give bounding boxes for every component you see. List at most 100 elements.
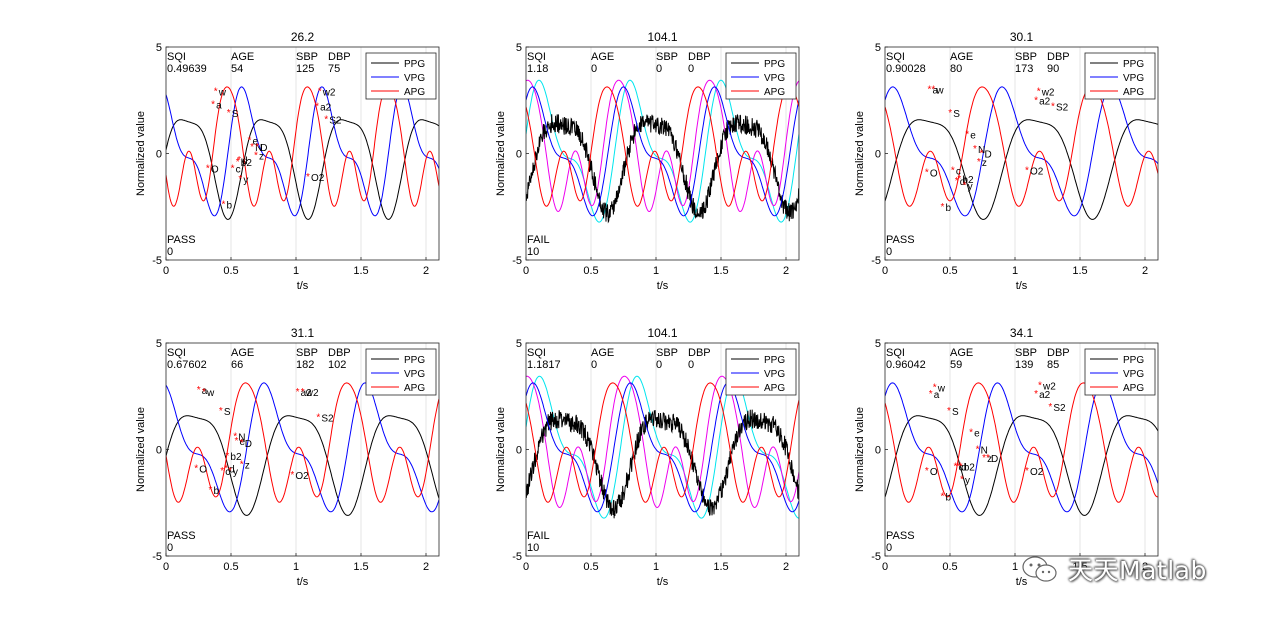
marker-N: * N	[250, 142, 262, 154]
x-tick-label: 0	[882, 265, 888, 277]
marker-label: a	[934, 390, 940, 401]
marker-label: b2	[962, 175, 974, 186]
chart-title: 104.1	[647, 30, 677, 44]
marker-O2: * O2	[1025, 466, 1044, 478]
info-header-sqi: SQI	[527, 347, 546, 359]
marker-label: b2	[964, 463, 976, 474]
marker-label: S2	[1053, 403, 1066, 414]
info-value-sqi: 1.1817	[527, 359, 561, 371]
marker-w2: * w2	[1038, 381, 1056, 393]
marker-w2: * w2	[301, 387, 319, 399]
info-value-age: 80	[950, 63, 962, 75]
marker-w: * w	[202, 387, 215, 399]
x-axis-label: t/s	[657, 576, 669, 588]
marker-star: *	[254, 151, 258, 162]
y-tick-label: 0	[516, 445, 522, 457]
marker-S: * S	[948, 108, 960, 120]
y-tick-label: -5	[512, 551, 522, 563]
marker-star: *	[194, 464, 198, 475]
marker-y: * y	[963, 180, 973, 192]
x-tick-label: 0.5	[223, 265, 238, 277]
chart-title: 30.1	[1010, 30, 1034, 44]
marker-label: c	[225, 467, 230, 478]
info-value-sbp: 0	[656, 63, 662, 75]
marker-a2: * a2	[315, 102, 332, 114]
marker-label: e	[253, 137, 259, 148]
marker-O: * O	[925, 466, 938, 478]
y-axis-label: Normalized value	[135, 407, 147, 492]
marker-label: w2	[322, 88, 336, 99]
marker-label: N	[981, 446, 988, 457]
marker-a2: * a2	[296, 387, 313, 399]
marker-O: * O	[206, 163, 219, 175]
marker-star: *	[197, 385, 201, 396]
status-code: 0	[167, 542, 173, 554]
marker-label: c	[959, 463, 964, 474]
info-value-sbp: 125	[296, 63, 314, 75]
legend: PPG VPG APG	[725, 52, 797, 100]
marker-label: e	[240, 437, 246, 448]
marker-star: *	[214, 87, 218, 98]
series-ppg	[526, 409, 799, 519]
info-header-sqi: SQI	[886, 51, 905, 63]
marker-O2: * O2	[306, 172, 325, 184]
marker-label: b	[946, 203, 952, 214]
x-tick-label: 1.5	[1072, 561, 1087, 573]
x-axis-label: t/s	[1016, 576, 1028, 588]
marker-y: * y	[238, 174, 248, 186]
y-axis-label: Normalized value	[135, 111, 147, 196]
marker-star: *	[219, 406, 223, 417]
marker-label: e	[974, 428, 980, 439]
info-value-sbp: 182	[296, 359, 314, 371]
marker-N: * N	[976, 445, 988, 457]
marker-star: *	[301, 387, 305, 398]
legend-label-vpg: VPG	[1123, 73, 1144, 84]
marker-label: w	[935, 86, 944, 97]
marker-label: D	[260, 143, 267, 154]
y-tick-label: 5	[516, 338, 522, 350]
marker-O2: * O2	[1025, 166, 1044, 178]
info-header-sbp: SBP	[1015, 347, 1037, 359]
series-vpg	[166, 382, 439, 513]
marker-d: * d	[237, 155, 248, 167]
marker-star: *	[965, 129, 969, 140]
marker-O: * O	[194, 464, 207, 476]
status-label: PASS	[167, 234, 196, 246]
marker-label: N	[255, 143, 262, 154]
x-tick-label: 1	[1012, 561, 1018, 573]
info-header-dbp: DBP	[688, 347, 711, 359]
legend: PPG VPG APG	[1084, 348, 1156, 396]
marker-label: O	[930, 169, 938, 180]
marker-star: *	[959, 462, 963, 473]
marker-star: *	[982, 453, 986, 464]
legend-label-apg: APG	[1123, 383, 1144, 394]
marker-a: * a	[211, 100, 222, 112]
marker-label: w	[218, 88, 227, 99]
x-axis-label: t/s	[1016, 280, 1028, 292]
marker-b2: * b2	[959, 462, 976, 474]
legend-label-apg: APG	[404, 383, 425, 394]
legend-label-apg: APG	[1123, 87, 1144, 98]
marker-a: * a	[197, 385, 208, 397]
info-header-age: AGE	[950, 51, 973, 63]
legend: PPG VPG APG	[1084, 52, 1156, 100]
x-tick-label: 1.5	[353, 265, 368, 277]
marker-c: * c	[220, 466, 230, 478]
info-value-sqi: 0.67602	[167, 359, 207, 371]
marker-label: b2	[230, 452, 242, 463]
y-tick-label: 5	[156, 338, 162, 350]
legend-label-ppg: PPG	[1123, 355, 1144, 366]
marker-a2: * a2	[1034, 389, 1051, 401]
subplot-4: * O* a* w* S* b* c* d* y* b2* N* e* D* z* O2* a2* w2* S20…	[135, 326, 440, 588]
marker-star: *	[235, 436, 239, 447]
marker-star: *	[209, 485, 213, 496]
x-axis-label: t/s	[657, 280, 669, 292]
marker-S2: * S2	[324, 114, 342, 126]
x-axis-label: t/s	[297, 280, 309, 292]
marker-y: * y	[960, 474, 970, 486]
marker-star: *	[960, 474, 964, 485]
y-tick-label: 5	[875, 338, 881, 350]
info-header-sqi: SQI	[167, 347, 186, 359]
marker-star: *	[250, 142, 254, 153]
marker-star: *	[951, 166, 955, 177]
